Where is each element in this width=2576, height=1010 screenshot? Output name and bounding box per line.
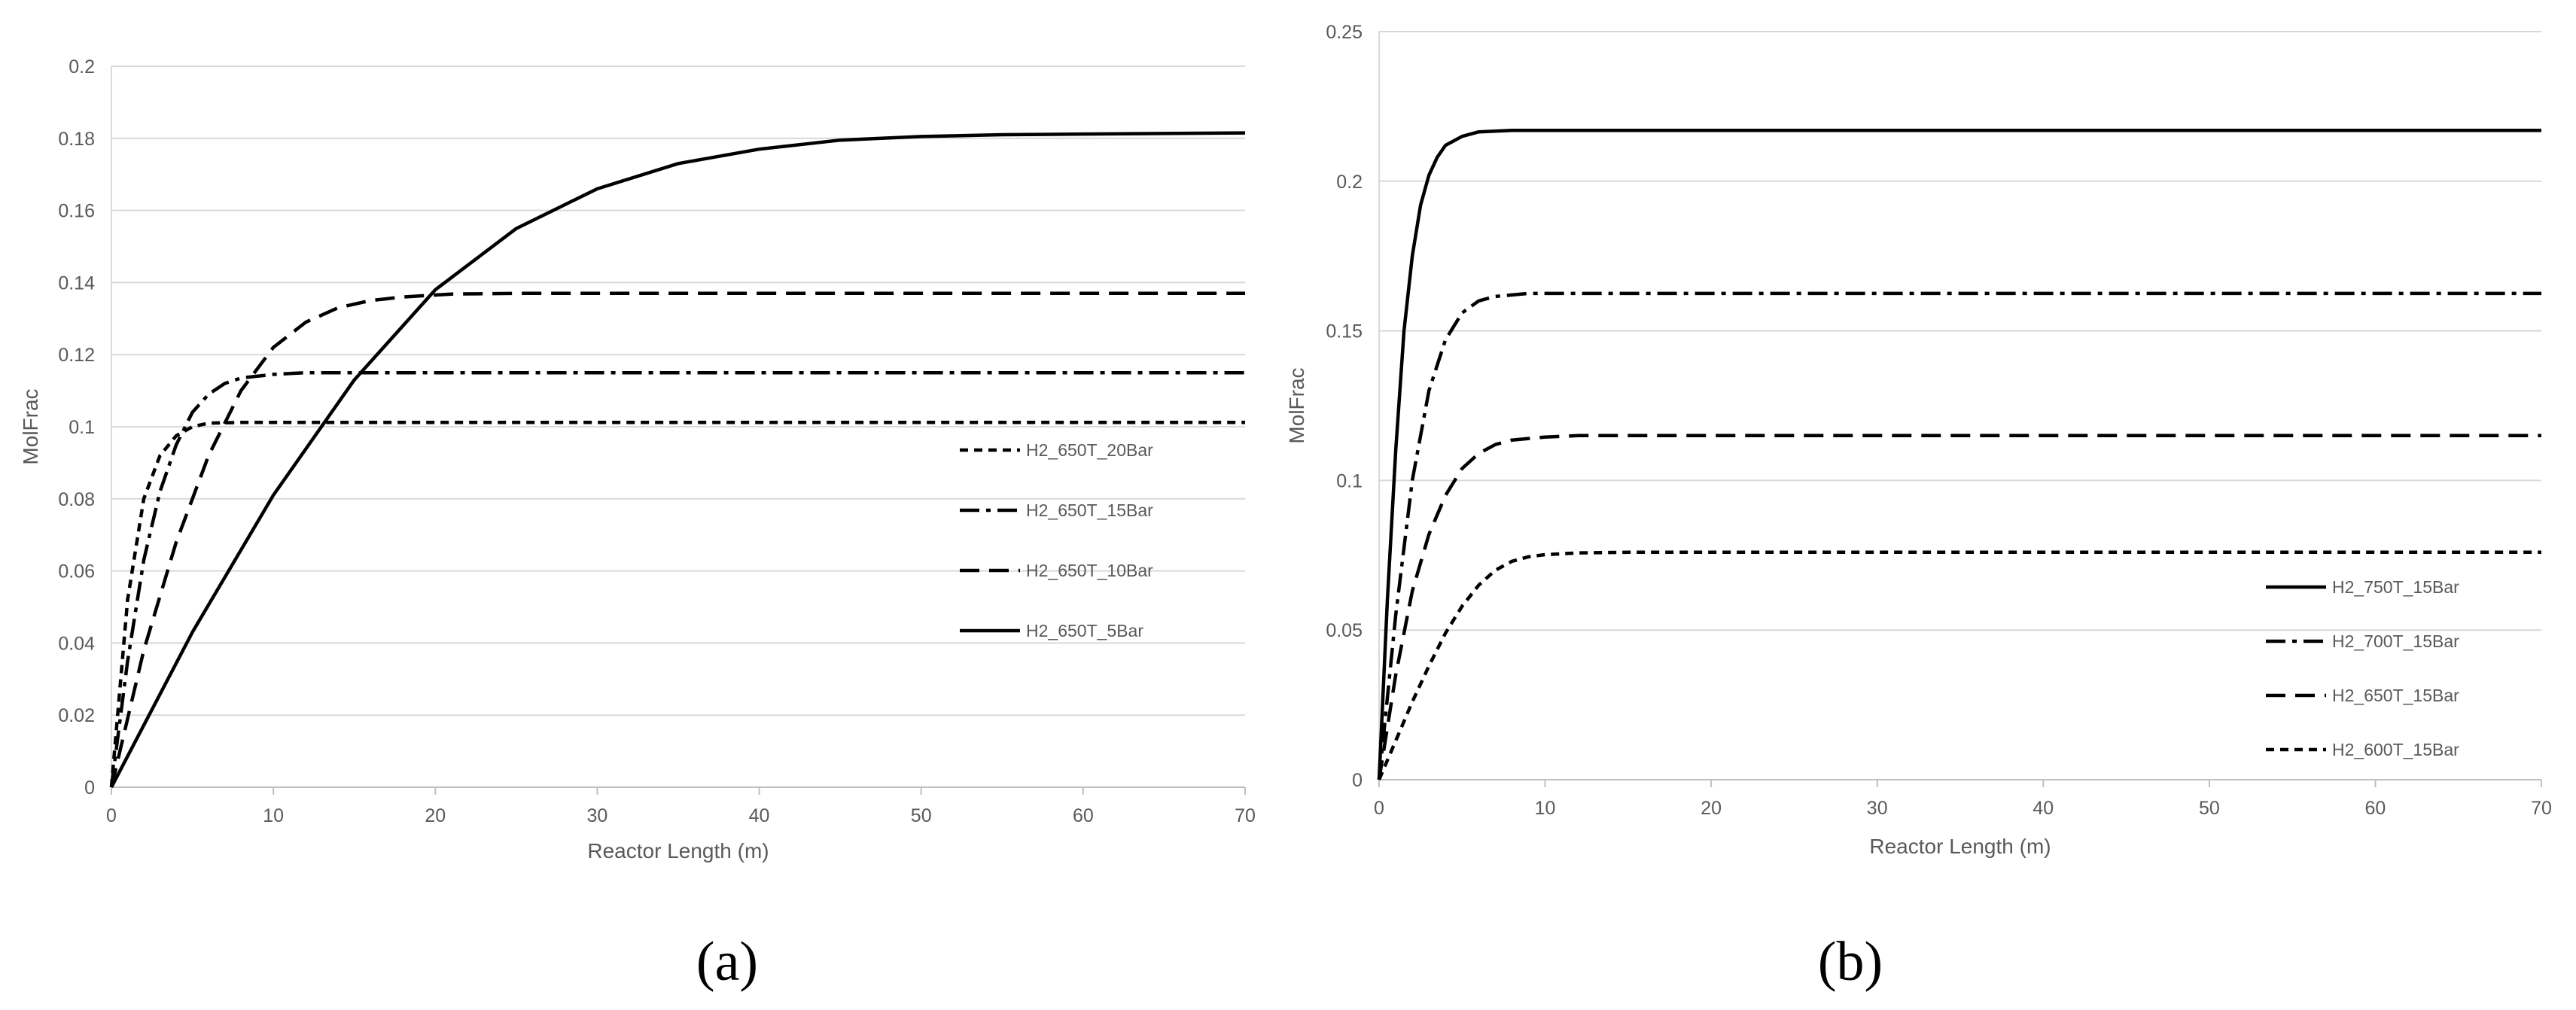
x-tick-label: 60 (2365, 798, 2386, 819)
x-tick-label: 0 (1374, 798, 1384, 819)
x-tick-label: 50 (911, 805, 932, 826)
x-tick-label: 30 (1867, 798, 1888, 819)
panel-label: (b) (1818, 931, 1883, 993)
y-tick-label: 0.1 (1336, 470, 1363, 491)
y-tick-label: 0.06 (58, 561, 95, 583)
x-axis-title: Reactor Length (m) (587, 839, 769, 862)
x-tick-label: 0 (106, 805, 117, 826)
legend-label: H2_650T_15Bar (1026, 500, 1153, 520)
x-tick-label: 10 (263, 805, 284, 826)
series-line-H2_700T_15Bar (1377, 291, 2541, 780)
x-tick-label: 30 (587, 805, 608, 826)
x-tick-label: 70 (2531, 798, 2552, 819)
legend-label: H2_750T_15Bar (2332, 577, 2459, 597)
series-line-H2_600T_15Bar (1377, 550, 2541, 780)
y-tick-label: 0.15 (1326, 321, 1363, 342)
y-tick-label: 0.18 (58, 129, 95, 150)
y-tick-label: 0.12 (58, 345, 95, 366)
panel-a: 0 0.02 0.04 0.06 0.08 0.1 0.12 0.14 0.16 0.18 0.2 0… (19, 56, 1256, 993)
y-tick-label: 0.08 (58, 489, 95, 510)
legend-label: H2_600T_15Bar (2332, 740, 2459, 759)
x-tick-label: 40 (2032, 798, 2054, 819)
series-line-H2_650T_15Bar (1377, 434, 2541, 780)
y-tick-label: 0.04 (58, 633, 95, 654)
legend-label: H2_650T_20Bar (1026, 440, 1153, 460)
series-line-H2_750T_15Bar (1377, 128, 2541, 780)
legend-label: H2_650T_5Bar (1026, 621, 1143, 640)
y-tick-label: 0.05 (1326, 620, 1363, 641)
series-line-H2_650T_10Bar (109, 291, 1245, 788)
x-tick-label: 60 (1073, 805, 1094, 826)
x-tick-label: 40 (749, 805, 770, 826)
y-tick-label: 0.25 (1326, 22, 1363, 43)
series-line-H2_650T_5Bar (110, 131, 1246, 789)
y-tick-label: 0.14 (58, 272, 95, 294)
y-tick-label: 0.02 (58, 705, 95, 726)
panel-label: (a) (696, 931, 758, 993)
y-tick-label: 0.1 (69, 417, 95, 438)
y-axis-title: MolFrac (1285, 367, 1308, 443)
panel-b: 0 0.05 0.1 0.15 0.2 0.25 0 10 20 30 40 50 60 70 Reacto… (1285, 22, 2552, 993)
x-tick-label: 10 (1535, 798, 1556, 819)
series-line-H2_650T_20Bar (109, 421, 1245, 788)
legend-label: H2_650T_10Bar (1026, 561, 1153, 580)
y-tick-label: 0 (84, 777, 95, 799)
x-tick-label: 70 (1235, 805, 1256, 826)
y-tick-label: 0.2 (1336, 172, 1363, 193)
y-axis-title: MolFrac (19, 388, 42, 464)
x-tick-label: 50 (2199, 798, 2220, 819)
legend-label: H2_700T_15Bar (2332, 631, 2459, 651)
x-tick-label: 20 (1701, 798, 1722, 819)
x-axis-title: Reactor Length (m) (1869, 835, 2051, 858)
y-tick-label: 0.16 (58, 201, 95, 222)
legend-label: H2_650T_15Bar (2332, 686, 2459, 705)
y-tick-label: 0 (1352, 770, 1363, 791)
x-tick-label: 20 (425, 805, 446, 826)
y-tick-label: 0.2 (69, 56, 95, 78)
